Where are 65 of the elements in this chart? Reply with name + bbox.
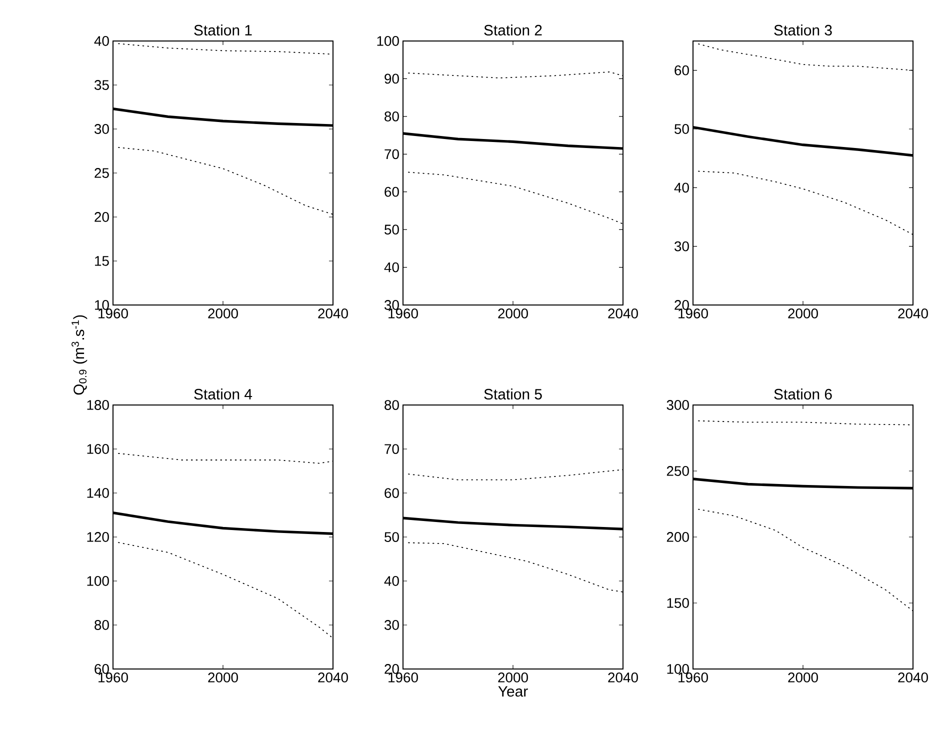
y-tick-label: 60 [674, 65, 689, 76]
y-tick-label: 25 [94, 168, 109, 178]
y-tick-label: 40 [94, 36, 109, 46]
y-tick-label: 70 [384, 149, 399, 160]
y-tick-label: 30 [384, 620, 399, 630]
y-tick-label: 20 [384, 664, 399, 674]
x-tick-label: 2040 [608, 672, 638, 682]
x-tick-label: 2000 [498, 308, 528, 318]
y-tick-label: 15 [95, 256, 109, 266]
chart-title: Station 1 [194, 24, 252, 36]
y-tick-label: 120 [87, 532, 109, 542]
y-tick-label: 150 [667, 598, 689, 608]
x-tick-label: 2040 [898, 672, 928, 682]
x-tick-label: 2000 [498, 672, 528, 682]
y-tick-label: 100 [667, 664, 689, 674]
x-tick-label: 1960 [678, 672, 708, 682]
y-tick-label: 40 [674, 182, 689, 193]
x-tick-label: 2000 [208, 308, 238, 318]
y-tick-label: 80 [94, 620, 109, 630]
y-tick-label: 30 [94, 124, 109, 134]
y-tick-label: 50 [384, 532, 399, 542]
y-tick-label: 10 [95, 300, 109, 310]
y-tick-label: 50 [384, 224, 399, 235]
y-tick-label: 160 [87, 444, 109, 454]
y-tick-label: 180 [87, 400, 109, 410]
y-tick-label: 300 [666, 400, 689, 410]
y-tick-label: 140 [87, 488, 109, 498]
chart-title: Station 3 [774, 24, 832, 36]
x-tick-label: 2000 [208, 672, 238, 682]
y-tick-label: 35 [94, 80, 109, 90]
x-tick-label: 2000 [788, 672, 818, 682]
y-tick-label: 100 [87, 576, 109, 586]
y-tick-label: 50 [674, 124, 689, 134]
y-tick-label: 30 [674, 241, 689, 252]
x-tick-label: 1960 [98, 308, 128, 318]
x-tick-label: 2040 [318, 308, 348, 318]
x-tick-label: 2000 [788, 308, 818, 318]
x-tick-label: 1960 [678, 308, 708, 318]
y-tick-label: 80 [384, 111, 399, 122]
chart-title: Station 5 [484, 388, 542, 400]
x-tick-label: 1960 [98, 672, 128, 682]
y-tick-label: 40 [384, 576, 399, 586]
y-tick-label: 250 [666, 466, 689, 476]
chart-title: Station 4 [194, 388, 252, 400]
x-tick-label: 1960 [388, 672, 418, 682]
y-tick-label: 60 [384, 186, 399, 197]
y-tick-label: 200 [666, 532, 689, 542]
y-tick-label: 90 [384, 74, 399, 84]
y-tick-label: 20 [94, 212, 109, 222]
y-tick-label: 70 [384, 444, 399, 454]
x-axis-title: Year [498, 686, 528, 697]
chart-title: Station 6 [774, 388, 832, 400]
y-tick-label: 100 [377, 36, 399, 46]
y-tick-label: 20 [674, 300, 689, 310]
y-tick-label: 60 [94, 664, 109, 674]
x-tick-label: 1960 [388, 308, 418, 318]
y-tick-label: 40 [384, 262, 399, 272]
x-tick-label: 2040 [608, 308, 638, 318]
y-tick-label: 80 [384, 400, 399, 410]
chart-title: Station 2 [484, 24, 542, 36]
x-tick-label: 2040 [318, 672, 348, 682]
y-tick-label: 60 [384, 488, 399, 498]
y-tick-label: 30 [384, 300, 399, 310]
y-axis-title: Q$_{0.9}$ (m$^{3}$.s$^{-1}$) [72, 315, 88, 395]
x-tick-label: 2040 [898, 308, 928, 318]
